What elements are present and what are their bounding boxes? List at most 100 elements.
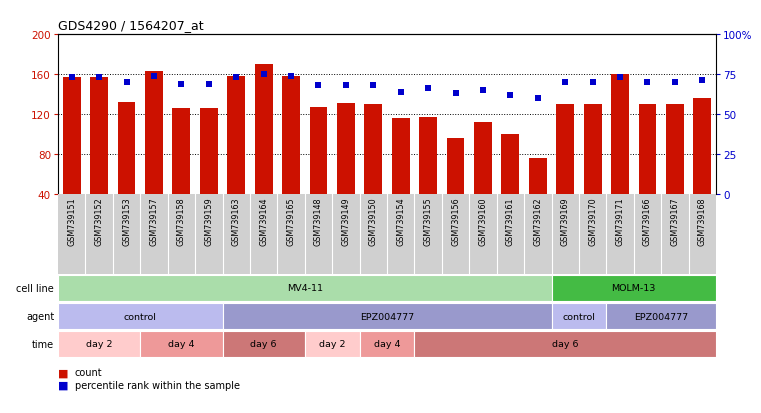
Bar bbox=[552, 304, 607, 329]
Text: day 6: day 6 bbox=[552, 339, 578, 349]
Point bbox=[257, 71, 269, 78]
Point bbox=[93, 75, 105, 81]
Bar bbox=[419, 118, 437, 195]
Point bbox=[696, 78, 708, 85]
Bar bbox=[200, 109, 218, 195]
Bar bbox=[529, 159, 546, 195]
Text: GSM739162: GSM739162 bbox=[533, 197, 543, 245]
Bar bbox=[360, 331, 415, 357]
Bar bbox=[222, 331, 304, 357]
Text: GSM739148: GSM739148 bbox=[314, 197, 323, 245]
Bar bbox=[58, 304, 222, 329]
Point bbox=[614, 75, 626, 81]
Text: cell line: cell line bbox=[17, 283, 54, 293]
Text: count: count bbox=[75, 368, 103, 377]
Bar bbox=[304, 331, 360, 357]
Text: EPZ004777: EPZ004777 bbox=[360, 312, 414, 321]
Text: GSM739154: GSM739154 bbox=[396, 197, 405, 245]
Bar bbox=[415, 331, 716, 357]
Text: MV4-11: MV4-11 bbox=[287, 284, 323, 293]
Bar bbox=[611, 75, 629, 195]
Text: time: time bbox=[32, 339, 54, 349]
Text: GSM739155: GSM739155 bbox=[424, 197, 432, 246]
Point bbox=[669, 79, 681, 86]
Bar bbox=[365, 105, 382, 195]
Text: GSM739167: GSM739167 bbox=[670, 197, 680, 245]
Text: percentile rank within the sample: percentile rank within the sample bbox=[75, 380, 240, 390]
Point bbox=[202, 81, 215, 88]
Point bbox=[285, 73, 297, 80]
Point bbox=[230, 75, 242, 81]
Text: GSM739149: GSM739149 bbox=[342, 197, 350, 245]
Text: GSM739166: GSM739166 bbox=[643, 197, 652, 245]
Text: day 4: day 4 bbox=[168, 339, 195, 349]
Text: GSM739163: GSM739163 bbox=[231, 197, 240, 245]
Text: GSM739168: GSM739168 bbox=[698, 197, 707, 245]
Text: GSM739160: GSM739160 bbox=[479, 197, 488, 245]
Point bbox=[395, 89, 407, 96]
Bar bbox=[552, 275, 716, 301]
Bar bbox=[228, 77, 245, 195]
Text: ■: ■ bbox=[58, 368, 68, 377]
Text: ■: ■ bbox=[58, 380, 68, 390]
Point bbox=[65, 75, 78, 81]
Bar bbox=[91, 78, 108, 195]
Text: GSM739150: GSM739150 bbox=[369, 197, 377, 245]
Text: day 2: day 2 bbox=[86, 339, 113, 349]
Point bbox=[532, 95, 544, 102]
Text: GSM739161: GSM739161 bbox=[506, 197, 515, 245]
Point bbox=[477, 88, 489, 94]
Point bbox=[368, 83, 380, 89]
Bar bbox=[693, 99, 712, 195]
Bar bbox=[58, 275, 552, 301]
Text: GSM739169: GSM739169 bbox=[561, 197, 570, 245]
Text: GSM739156: GSM739156 bbox=[451, 197, 460, 245]
Text: GSM739171: GSM739171 bbox=[616, 197, 625, 245]
Text: control: control bbox=[124, 312, 157, 321]
Bar bbox=[584, 105, 601, 195]
Bar bbox=[556, 105, 574, 195]
Bar bbox=[63, 78, 81, 195]
Bar bbox=[447, 139, 464, 195]
Text: GSM739159: GSM739159 bbox=[204, 197, 213, 246]
Bar bbox=[666, 105, 684, 195]
Text: MOLM-13: MOLM-13 bbox=[612, 284, 656, 293]
Text: GSM739165: GSM739165 bbox=[287, 197, 295, 245]
Text: GDS4290 / 1564207_at: GDS4290 / 1564207_at bbox=[58, 19, 204, 32]
Bar bbox=[474, 123, 492, 195]
Bar bbox=[310, 108, 327, 195]
Point bbox=[120, 79, 132, 86]
Text: EPZ004777: EPZ004777 bbox=[634, 312, 688, 321]
Bar bbox=[337, 104, 355, 195]
Point bbox=[422, 86, 435, 93]
Text: GSM739164: GSM739164 bbox=[260, 197, 268, 245]
Point bbox=[505, 92, 517, 99]
Bar bbox=[118, 103, 135, 195]
Bar bbox=[58, 331, 140, 357]
Bar bbox=[392, 119, 409, 195]
Text: GSM739158: GSM739158 bbox=[177, 197, 186, 245]
Bar bbox=[173, 109, 190, 195]
Bar bbox=[222, 304, 552, 329]
Point bbox=[642, 79, 654, 86]
Bar bbox=[501, 135, 519, 195]
Text: control: control bbox=[562, 312, 595, 321]
Point bbox=[312, 83, 324, 89]
Bar bbox=[255, 65, 272, 195]
Text: agent: agent bbox=[26, 311, 54, 321]
Bar bbox=[140, 331, 222, 357]
Bar bbox=[607, 304, 716, 329]
Text: GSM739151: GSM739151 bbox=[67, 197, 76, 245]
Text: GSM739153: GSM739153 bbox=[122, 197, 131, 245]
Text: day 4: day 4 bbox=[374, 339, 400, 349]
Bar bbox=[638, 105, 657, 195]
Point bbox=[148, 73, 160, 80]
Text: day 6: day 6 bbox=[250, 339, 277, 349]
Text: GSM739152: GSM739152 bbox=[94, 197, 103, 246]
Point bbox=[559, 79, 572, 86]
Point bbox=[340, 83, 352, 89]
Point bbox=[450, 91, 462, 97]
Text: GSM739170: GSM739170 bbox=[588, 197, 597, 245]
Text: GSM739157: GSM739157 bbox=[149, 197, 158, 246]
Bar bbox=[282, 77, 300, 195]
